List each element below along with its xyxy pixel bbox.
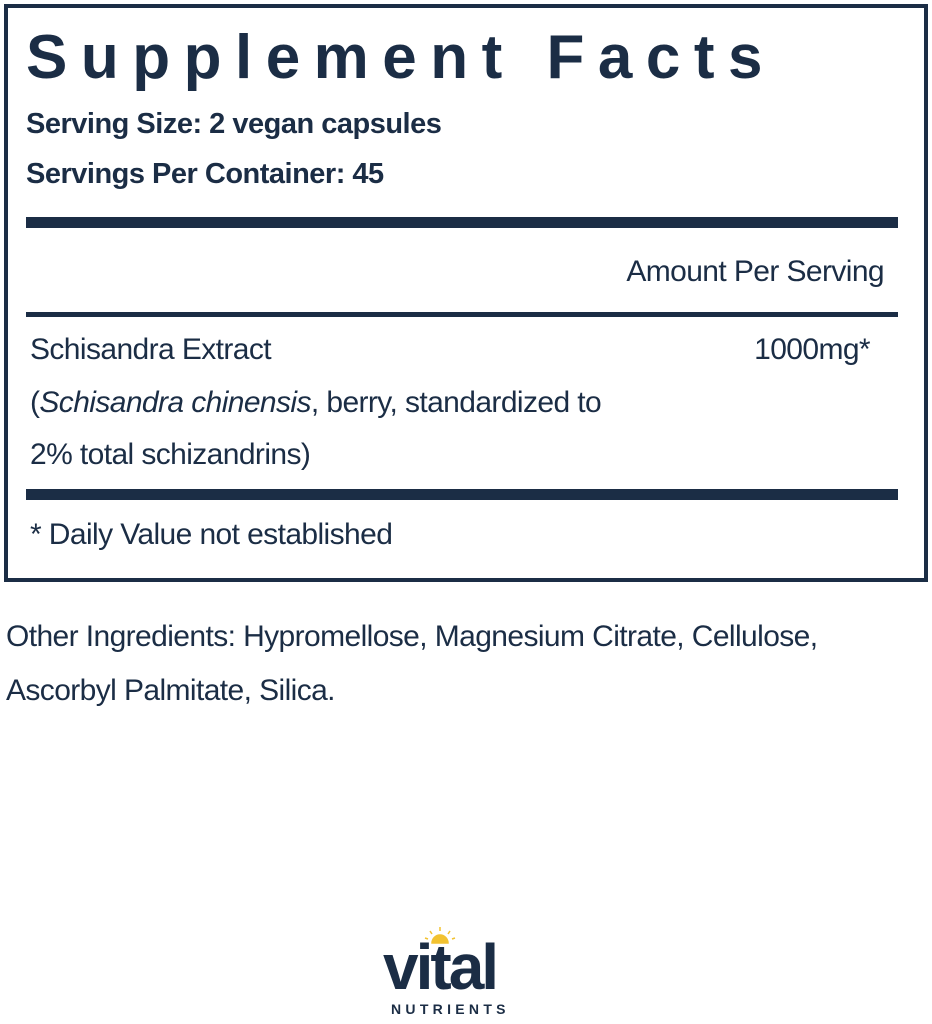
supplement-facts-panel (4, 4, 928, 582)
logo-subword: NUTRIENTS (391, 1001, 510, 1017)
detail-rest: , berry, standardized to (310, 386, 602, 419)
ingredient-detail-line2: 2% total schizandrins) (30, 438, 311, 471)
thin-divider (26, 312, 898, 317)
thick-divider-bottom (26, 489, 898, 500)
sun-icon (423, 926, 457, 949)
other-ingredients-line1: Other Ingredients: Hypromellose, Magnesi… (6, 620, 818, 653)
serving-size: Serving Size: 2 vegan capsules (26, 108, 442, 140)
footnote: * Daily Value not established (30, 518, 393, 551)
amount-per-serving-header: Amount Per Serving (626, 255, 884, 288)
ingredient-amount: 1000mg* (754, 333, 870, 366)
latin-name: Schisandra chinensis (39, 386, 311, 419)
logo-word: vital (383, 936, 497, 998)
ingredient-name: Schisandra Extract (30, 333, 272, 366)
paren: ( (30, 386, 40, 419)
panel-title: Supplement Facts (26, 23, 776, 92)
thick-divider (26, 217, 898, 228)
servings-per-container: Servings Per Container: 45 (26, 158, 384, 190)
other-ingredients-line2: Ascorbyl Palmitate, Silica. (6, 674, 336, 707)
ingredient-detail-line1: (Schisandra chinensis, berry, standardiz… (30, 386, 602, 420)
